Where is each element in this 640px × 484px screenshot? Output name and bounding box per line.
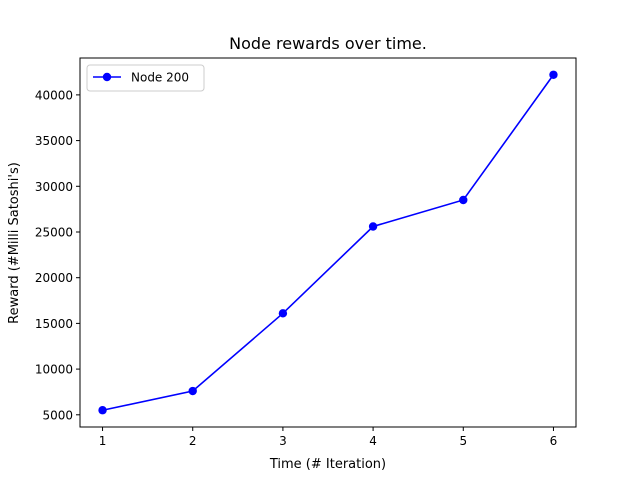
y-tick-label: 20000 [35, 271, 73, 285]
data-point [549, 70, 558, 79]
x-tick-label: 5 [459, 434, 467, 448]
x-tick-label: 1 [99, 434, 107, 448]
y-tick-label: 5000 [42, 408, 73, 422]
y-tick-label: 30000 [35, 180, 73, 194]
y-tick-label: 40000 [35, 88, 73, 102]
y-axis-label: Reward (#Milli Satoshi's) [7, 162, 22, 324]
y-tick-label: 25000 [35, 225, 73, 239]
chart-title: Node rewards over time. [229, 34, 427, 53]
data-point [368, 222, 378, 231]
x-tick-label: 2 [189, 434, 197, 448]
legend: Node 200 [86, 64, 205, 92]
data-point [188, 386, 197, 396]
x-tick-label: 3 [279, 434, 287, 448]
axes-frame [79, 57, 577, 428]
x-tick-label: 4 [369, 434, 377, 448]
y-tick-label: 35000 [35, 134, 73, 148]
plot-area: 1 2 3 4 5 6 5000 10000 15000 20000 25000 30000 35000… [35, 57, 577, 448]
y-tick-label: 10000 [35, 363, 73, 377]
data-point [98, 406, 107, 415]
x-axis-label: Time (# Iteration) [269, 457, 386, 472]
data-point [459, 195, 468, 205]
legend-label: Node 200 [131, 71, 189, 85]
series-line [102, 74, 555, 412]
legend-marker [102, 72, 112, 82]
data-point [278, 309, 288, 318]
x-tick-label: 6 [550, 434, 558, 448]
legend-box [86, 64, 205, 92]
y-tick-label: 15000 [35, 317, 73, 331]
